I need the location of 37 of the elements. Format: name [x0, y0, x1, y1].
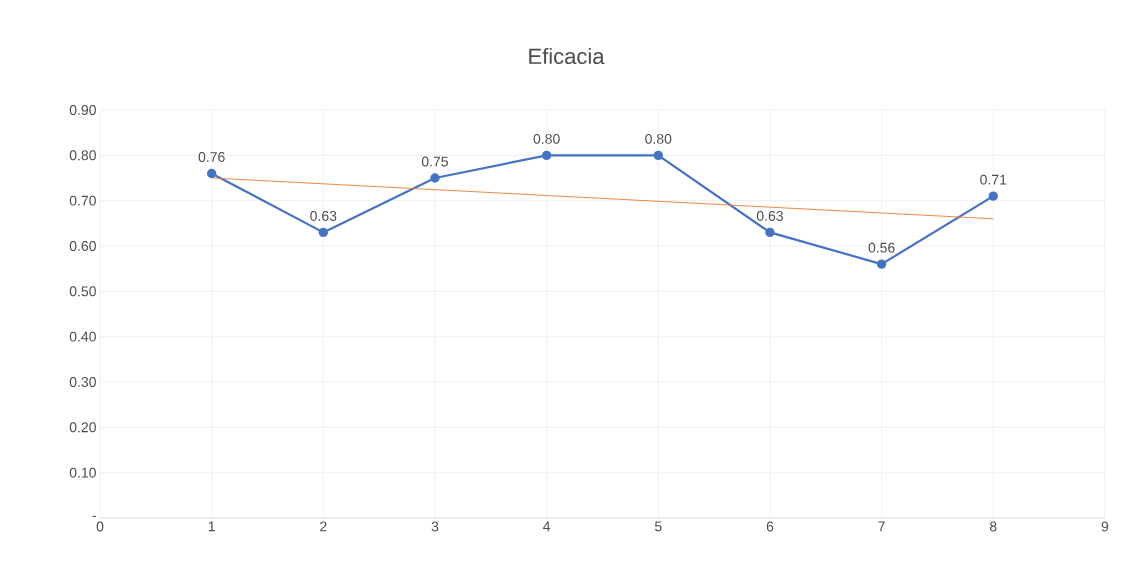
x-tick-label: 6 [766, 521, 774, 532]
y-tick-label: 0.70 [69, 195, 96, 206]
x-tick-label: 4 [543, 521, 551, 532]
data-label: 0.80 [533, 133, 560, 144]
point [988, 191, 998, 201]
y-tick-label: 0.50 [69, 286, 96, 297]
y-tick-label: 0.40 [69, 331, 96, 342]
x-tick-label: 7 [878, 521, 885, 532]
point [206, 168, 217, 179]
data-label: 0.63 [310, 210, 337, 221]
x-tick-label: 2 [320, 521, 327, 532]
y-tick-label: 0.90 [69, 105, 96, 115]
data-label: 0.75 [421, 156, 449, 167]
point [318, 227, 329, 238]
y-tick-label: 0.30 [69, 377, 96, 387]
data-label: 0.71 [980, 174, 1007, 185]
chart-title: Eficacia [529, 47, 605, 65]
point [765, 227, 775, 238]
x-tick-label: 3 [431, 521, 439, 532]
point [653, 150, 663, 161]
point [876, 259, 887, 269]
x-tick-label: 1 [208, 521, 215, 532]
y-tick-label: 0.60 [69, 241, 96, 251]
x-tick-label: 9 [1101, 521, 1109, 532]
x-tick-label: 5 [654, 521, 662, 532]
x-tick-label: 8 [989, 521, 997, 532]
point [430, 173, 440, 183]
data-label: 0.80 [645, 133, 672, 144]
y-tick-label: - [92, 515, 96, 517]
y-tick-label: 0.80 [69, 150, 96, 161]
data-label: 0.76 [198, 152, 225, 162]
y-tick-label: 0.10 [69, 467, 96, 478]
y-tick-label: 0.20 [69, 422, 96, 433]
point [541, 150, 552, 161]
data-label: 0.56 [868, 242, 895, 253]
data-label: 0.63 [756, 210, 783, 221]
x-tick-label: 0 [96, 521, 104, 532]
